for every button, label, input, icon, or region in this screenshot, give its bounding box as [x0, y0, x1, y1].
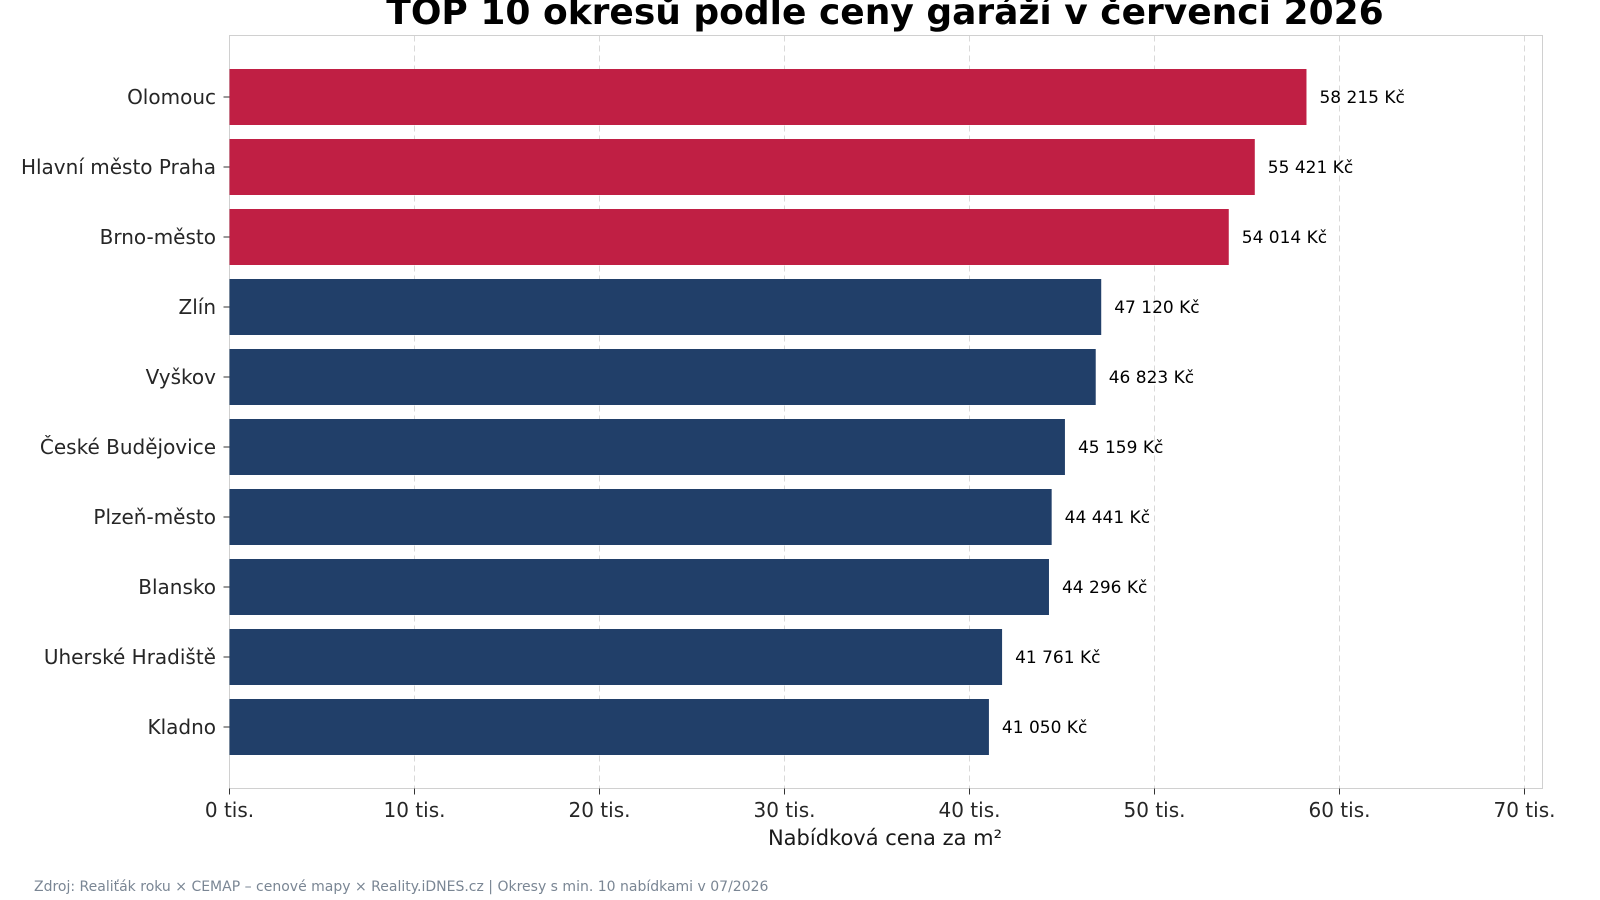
category-label: Zlín — [179, 295, 217, 319]
value-label: 44 296 Kč — [1062, 578, 1147, 598]
bars — [229, 69, 1307, 755]
value-label: 44 441 Kč — [1065, 508, 1150, 528]
x-tick-label: 0 tis. — [205, 798, 254, 822]
chart-title: TOP 10 okresů podle ceny garáží v červen… — [386, 0, 1383, 33]
x-tick-label: 10 tis. — [384, 798, 446, 822]
category-label: Hlavní město Praha — [21, 155, 216, 179]
x-tick-label: 70 tis. — [1494, 798, 1556, 822]
bar — [229, 419, 1065, 475]
x-axis-title: Nabídková cena za m² — [768, 826, 1002, 850]
value-label: 55 421 Kč — [1268, 158, 1353, 178]
source-note: Zdroj: Realiťák roku × CEMAP – cenové ma… — [34, 879, 769, 895]
value-labels: 58 215 Kč 55 421 Kč 54 014 Kč 47 120 Kč 46 8… — [1002, 88, 1405, 738]
bar — [229, 279, 1102, 335]
category-label: Plzeň-město — [93, 505, 216, 529]
x-tick-label: 30 tis. — [754, 798, 816, 822]
x-axis-ticks: 0 tis. 10 tis. 20 tis. 30 tis. 40 tis. 50 tis… — [205, 788, 1556, 822]
value-label: 54 014 Kč — [1242, 228, 1327, 248]
bar — [229, 139, 1255, 195]
value-label: 46 823 Kč — [1109, 368, 1194, 388]
category-labels: Olomouc Hlavní město Praha Brno-město Zlín V… — [21, 85, 230, 739]
bar — [229, 699, 989, 755]
x-tick-label: 60 tis. — [1309, 798, 1371, 822]
category-label: Vyškov — [146, 365, 217, 389]
bar — [229, 69, 1307, 125]
x-tick-label: 40 tis. — [939, 798, 1001, 822]
value-label: 41 761 Kč — [1015, 648, 1100, 668]
bar — [229, 629, 1003, 685]
bar — [229, 349, 1096, 405]
category-label: Kladno — [147, 715, 216, 739]
bar — [229, 559, 1049, 615]
value-label: 47 120 Kč — [1114, 298, 1199, 318]
bar — [229, 489, 1052, 545]
category-label: České Budějovice — [40, 435, 216, 459]
bar — [229, 209, 1229, 265]
plot-frame — [229, 35, 1543, 789]
category-label: Uherské Hradiště — [44, 645, 216, 669]
category-label: Brno-město — [100, 225, 216, 249]
value-label: 41 050 Kč — [1002, 718, 1087, 738]
x-tick-label: 50 tis. — [1124, 798, 1186, 822]
x-tick-label: 20 tis. — [569, 798, 631, 822]
value-label: 58 215 Kč — [1319, 88, 1404, 108]
category-label: Blansko — [138, 575, 216, 599]
category-label: Olomouc — [127, 85, 216, 109]
value-label: 45 159 Kč — [1078, 438, 1163, 458]
